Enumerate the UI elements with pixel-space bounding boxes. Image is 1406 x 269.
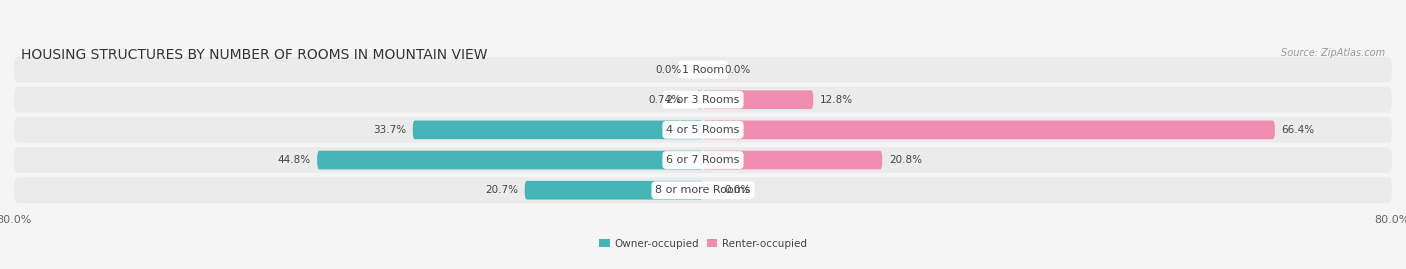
Text: 0.0%: 0.0% — [724, 65, 751, 75]
Text: HOUSING STRUCTURES BY NUMBER OF ROOMS IN MOUNTAIN VIEW: HOUSING STRUCTURES BY NUMBER OF ROOMS IN… — [21, 48, 488, 62]
FancyBboxPatch shape — [524, 181, 703, 200]
FancyBboxPatch shape — [14, 147, 1392, 173]
Text: 4 or 5 Rooms: 4 or 5 Rooms — [666, 125, 740, 135]
Text: 1 Room: 1 Room — [682, 65, 724, 75]
FancyBboxPatch shape — [14, 177, 1392, 203]
FancyBboxPatch shape — [703, 151, 882, 169]
Text: Source: ZipAtlas.com: Source: ZipAtlas.com — [1281, 48, 1385, 58]
Text: 44.8%: 44.8% — [277, 155, 311, 165]
Text: 0.0%: 0.0% — [655, 65, 682, 75]
Text: 20.8%: 20.8% — [889, 155, 922, 165]
FancyBboxPatch shape — [14, 117, 1392, 143]
FancyBboxPatch shape — [703, 121, 1275, 139]
FancyBboxPatch shape — [413, 121, 703, 139]
Text: 2 or 3 Rooms: 2 or 3 Rooms — [666, 95, 740, 105]
FancyBboxPatch shape — [703, 90, 813, 109]
Text: 0.0%: 0.0% — [724, 185, 751, 195]
Text: 33.7%: 33.7% — [373, 125, 406, 135]
Text: 6 or 7 Rooms: 6 or 7 Rooms — [666, 155, 740, 165]
Text: 8 or more Rooms: 8 or more Rooms — [655, 185, 751, 195]
FancyBboxPatch shape — [696, 90, 703, 109]
FancyBboxPatch shape — [14, 57, 1392, 82]
Text: 20.7%: 20.7% — [485, 185, 517, 195]
Legend: Owner-occupied, Renter-occupied: Owner-occupied, Renter-occupied — [595, 234, 811, 253]
Text: 12.8%: 12.8% — [820, 95, 853, 105]
Text: 0.74%: 0.74% — [648, 95, 682, 105]
FancyBboxPatch shape — [318, 151, 703, 169]
FancyBboxPatch shape — [14, 87, 1392, 112]
Text: 66.4%: 66.4% — [1282, 125, 1315, 135]
